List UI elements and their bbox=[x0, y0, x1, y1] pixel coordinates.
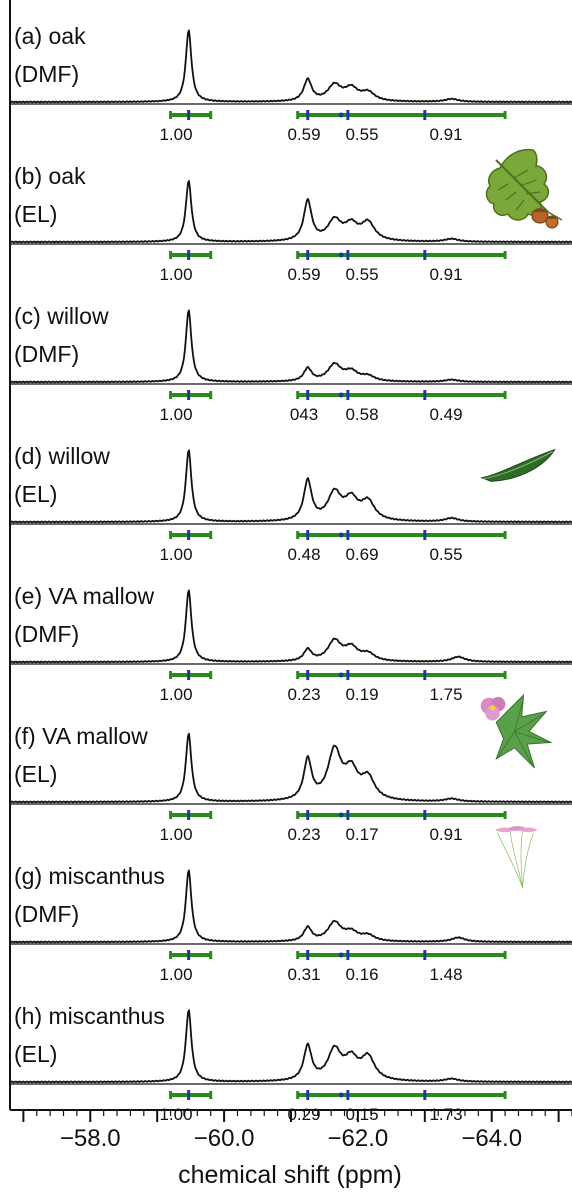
integral-value: 1.00 bbox=[159, 545, 192, 564]
integral-dot bbox=[338, 532, 344, 538]
integral-dot bbox=[338, 1092, 344, 1098]
spectrum-panel: (d) willow (EL) 1.00 0.48 0.69 0.55 bbox=[9, 443, 572, 564]
integral-value: 0.58 bbox=[345, 405, 378, 424]
integral-value: 0.23 bbox=[287, 685, 320, 704]
integral-value: 0.69 bbox=[345, 545, 378, 564]
spectrum-line bbox=[9, 309, 572, 384]
integral-dot bbox=[338, 812, 344, 818]
oak-leaf-icon bbox=[485, 148, 563, 229]
integral-value: 1.00 bbox=[159, 825, 192, 844]
integral-value: 1.00 bbox=[159, 1105, 192, 1124]
miscanthus-icon bbox=[494, 825, 539, 889]
integral-value: 1.00 bbox=[159, 965, 192, 984]
integral-value: 0.55 bbox=[345, 125, 378, 144]
spectrum-panel: (b) oak (EL) 1.00 0.59 0.55 0.91 bbox=[9, 163, 572, 284]
integral-dot bbox=[338, 252, 344, 258]
integral-value: 0.91 bbox=[429, 125, 462, 144]
spectrum-panel: (h) miscanthus(EL)1.00 0.29 0.15 1.73 bbox=[9, 1003, 572, 1124]
mallow-flower-icon bbox=[480, 694, 552, 769]
integral-dot bbox=[338, 672, 344, 678]
integral-value: 0.16 bbox=[345, 965, 378, 984]
x-tick-label: −58.0 bbox=[60, 1125, 121, 1152]
spectrum-panel: (a) oak (DMF) 1.00 0.59 0.55 0.91 bbox=[9, 23, 572, 229]
panel-solvent-label: (DMF) bbox=[14, 61, 79, 87]
integral-value: 0.91 bbox=[429, 265, 462, 284]
spectrum-line bbox=[9, 449, 572, 524]
panel-solvent-label: (EL) bbox=[14, 761, 57, 787]
panel-solvent-label: (DMF) bbox=[14, 341, 79, 367]
integral-value: 043 bbox=[290, 405, 318, 424]
integral-value: 1.00 bbox=[159, 685, 192, 704]
spectrum-line bbox=[9, 732, 572, 804]
panel-solvent-label: (EL) bbox=[14, 481, 57, 507]
integral-dot bbox=[338, 112, 344, 118]
panel-label: (a) oak bbox=[14, 23, 86, 49]
integral-value: 1.00 bbox=[159, 405, 192, 424]
x-tick-label: −60.0 bbox=[194, 1125, 255, 1152]
spectrum-panel: (e) VA mallow (DMF) 1.00 0.23 0.19 1.75 bbox=[9, 583, 572, 769]
integral-value: 0.31 bbox=[287, 965, 320, 984]
spectrum-line bbox=[9, 869, 572, 944]
spectrum-panel: (g) miscanthus (DMF) 1.00 0.31 0.16 1.48 bbox=[9, 825, 572, 984]
integral-value: 0.19 bbox=[345, 685, 378, 704]
panel-label: (f) VA mallow bbox=[14, 723, 148, 749]
integral-value: 1.00 bbox=[159, 125, 192, 144]
panel-label: (d) willow bbox=[14, 443, 110, 469]
panel-solvent-label: (DMF) bbox=[14, 901, 79, 927]
x-tick-label: −64.0 bbox=[461, 1125, 522, 1152]
integral-value: 0.17 bbox=[345, 825, 378, 844]
integral-value: 0.48 bbox=[287, 545, 320, 564]
panel-solvent-label: (DMF) bbox=[14, 621, 79, 647]
panel-label: (g) miscanthus bbox=[14, 863, 165, 889]
panel-label: (h) miscanthus bbox=[14, 1003, 165, 1029]
integral-value: 0.23 bbox=[287, 825, 320, 844]
integral-value: 0.59 bbox=[287, 125, 320, 144]
spectrum-line bbox=[9, 1009, 572, 1084]
spectrum-line bbox=[9, 29, 572, 104]
integral-value: 1.75 bbox=[429, 685, 462, 704]
integral-value: 1.48 bbox=[429, 965, 462, 984]
x-axis: −58.0 −60.0 −62.0 −64.0 chemical shift (ppm… bbox=[9, 0, 572, 1189]
integral-dot bbox=[338, 952, 344, 958]
panel-solvent-label: (EL) bbox=[14, 201, 57, 227]
willow-leaf-icon bbox=[481, 449, 556, 482]
integral-value: 0.91 bbox=[429, 825, 462, 844]
panel-label: (e) VA mallow bbox=[14, 583, 155, 609]
spectrum-line bbox=[9, 180, 572, 244]
spectrum-panel: (f) VA mallow (EL) 1.00 0.23 0.17 0.91 bbox=[9, 723, 572, 844]
panel-solvent-label: (EL) bbox=[14, 1041, 57, 1067]
integral-value: 0.15 bbox=[345, 1105, 378, 1124]
x-tick-label: −62.0 bbox=[328, 1125, 389, 1152]
x-axis-title: chemical shift (ppm) bbox=[178, 1161, 402, 1189]
integral-value: 0.49 bbox=[429, 405, 462, 424]
integral-dot bbox=[338, 392, 344, 398]
integral-value: 0.59 bbox=[287, 265, 320, 284]
integral-value: 0.55 bbox=[345, 265, 378, 284]
spectrum-panel: (c) willow (DMF) 1.00 043 0.58 0.49 bbox=[9, 303, 572, 482]
spectrum-line bbox=[9, 589, 572, 664]
integral-value: 1.73 bbox=[429, 1105, 462, 1124]
panel-label: (b) oak bbox=[14, 163, 86, 189]
integral-value: 0.55 bbox=[429, 545, 462, 564]
panel-label: (c) willow bbox=[14, 303, 109, 329]
integral-value: 1.00 bbox=[159, 265, 192, 284]
